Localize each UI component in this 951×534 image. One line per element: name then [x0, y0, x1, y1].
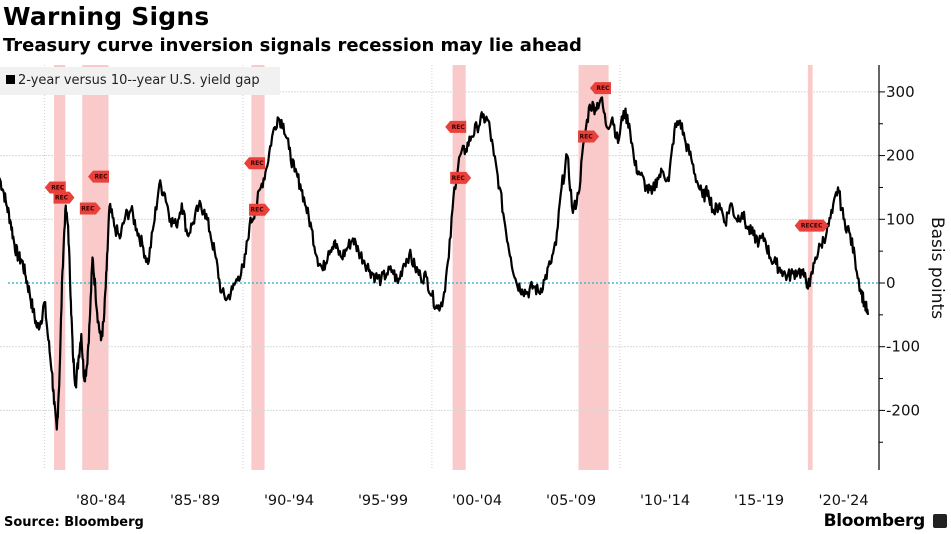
recession-tag-label: REC	[250, 160, 264, 167]
bloomberg-chart-icon	[933, 514, 947, 528]
recession-band	[807, 65, 813, 470]
recession-tag: REC	[53, 191, 75, 204]
recession-tag-label: REC	[81, 205, 95, 212]
y-axis: 300 200 100 0 -100 -200	[878, 65, 920, 470]
recession-tag-shape	[450, 171, 472, 184]
recession-band	[452, 65, 466, 470]
gridlines	[0, 91, 879, 411]
x-axis: '80-'84 '85-'89 '90-'94 '95-'99 '00-'04 '05-'…	[76, 493, 869, 509]
recession-tag: REC	[88, 170, 109, 183]
recession-tag-shape	[79, 202, 101, 215]
x-tick-label: '85-'89	[170, 493, 220, 509]
recession-tag-shape	[445, 120, 467, 133]
recession-band	[251, 65, 265, 470]
y-tick-label: -100	[886, 338, 920, 356]
recession-tags: REC REC REC REC REC REC REC REC REC REC RECEC	[44, 82, 829, 232]
recession-tag: REC	[445, 120, 467, 133]
recession-tag-shape	[589, 82, 611, 95]
recession-band	[82, 65, 109, 470]
recession-tag-shape	[578, 130, 600, 143]
dotted-vertical-lines	[44, 65, 621, 470]
recession-tag: REC	[79, 202, 101, 215]
recession-tag-label: REC	[452, 124, 466, 131]
x-tick-label: '15-'19	[734, 493, 784, 509]
chart-subtitle: Treasury curve inversion signals recessi…	[3, 35, 582, 56]
recession-band	[54, 65, 66, 470]
recession-tag-shape	[44, 181, 66, 194]
recession-band	[578, 65, 609, 470]
recession-tag-label: REC	[579, 133, 593, 140]
x-tick-label: '10-'14	[640, 493, 690, 509]
recession-bands	[54, 65, 813, 470]
x-tick-label: '95-'99	[358, 493, 408, 509]
legend-swatch-icon	[6, 75, 15, 84]
recession-tag-label: REC	[94, 174, 108, 181]
y-tick-label: 0	[886, 274, 896, 292]
recession-tag-shape	[244, 157, 266, 170]
y-tick-label: 300	[886, 83, 915, 101]
recession-tag-shape	[249, 203, 271, 216]
x-tick-label: '90-'94	[264, 493, 314, 509]
recession-tag-label: REC	[55, 195, 69, 202]
chart-title: Warning Signs	[3, 2, 210, 31]
x-tick-label: '00-'04	[452, 493, 502, 509]
x-tick-label: '80-'84	[76, 493, 126, 509]
series-line-yield-gap	[0, 96, 870, 431]
recession-tag-label: REC	[452, 175, 466, 182]
x-tick-label: '20-'24	[819, 493, 869, 509]
recession-tag: RECEC	[794, 219, 829, 232]
y-axis-label: Basis points	[927, 217, 947, 319]
recession-tag-shape	[794, 219, 829, 232]
recession-tag: REC	[589, 82, 611, 95]
y-tick-label: 200	[886, 147, 915, 165]
brand-logo-text: Bloomberg	[823, 511, 926, 531]
recession-tag-label: RECEC	[801, 223, 823, 230]
y-tick-label: 100	[886, 210, 915, 228]
recession-tag: REC	[244, 157, 266, 170]
recession-tag: REC	[44, 181, 66, 194]
recession-tag-shape	[53, 191, 75, 204]
y-tick-label: -200	[886, 401, 920, 419]
recession-tag-label: REC	[596, 85, 610, 92]
recession-tag: REC	[578, 130, 600, 143]
legend-label: 2-year versus 10--year U.S. yield gap	[18, 73, 260, 88]
x-tick-label: '05-'09	[546, 493, 596, 509]
recession-tag-label: REC	[51, 184, 65, 191]
source-note: Source: Bloomberg	[4, 515, 144, 530]
recession-tag-label: REC	[250, 207, 264, 214]
legend: 2-year versus 10--year U.S. yield gap	[0, 67, 280, 95]
recession-tag: REC	[249, 203, 271, 216]
recession-tag: REC	[450, 171, 472, 184]
recession-tag-shape	[88, 170, 109, 183]
